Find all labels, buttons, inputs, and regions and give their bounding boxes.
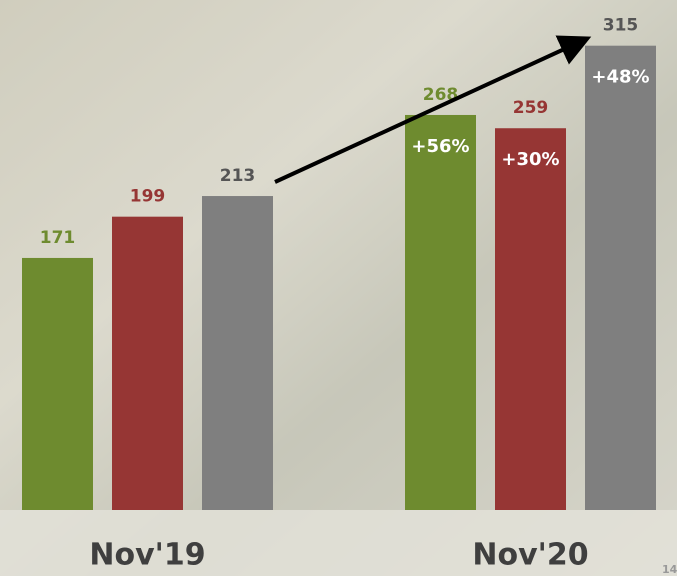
- page-number: 14: [662, 563, 677, 576]
- value-label: 315: [603, 16, 639, 36]
- bar: [585, 45, 656, 511]
- value-label: 259: [513, 98, 549, 118]
- footer-band: [0, 510, 677, 576]
- category-label: Nov'20: [472, 538, 588, 573]
- value-label: 213: [220, 166, 256, 186]
- value-label: 199: [130, 187, 166, 207]
- bar: [405, 114, 476, 510]
- bar: [495, 128, 566, 510]
- value-label: 171: [40, 228, 76, 248]
- growth-label: +30%: [501, 149, 559, 170]
- growth-label: +56%: [411, 136, 469, 157]
- bar: [112, 216, 183, 510]
- bar: [22, 257, 93, 510]
- growth-arrow: [274, 35, 592, 184]
- bar: [202, 196, 273, 510]
- growth-label: +48%: [591, 67, 649, 88]
- category-label: Nov'19: [89, 538, 205, 573]
